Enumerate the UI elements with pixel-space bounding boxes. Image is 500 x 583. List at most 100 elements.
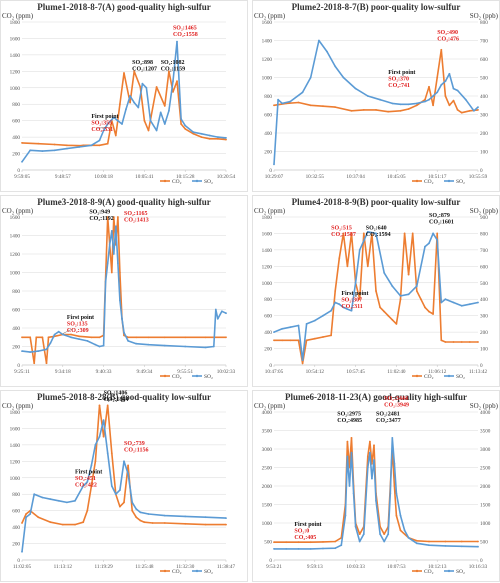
data-point-so2: [106, 123, 109, 125]
data-point-so2: [301, 359, 304, 361]
data-point-so2: [49, 341, 52, 344]
chart-title: Plume2-2018-8-7(B) poor-quality low-sulf…: [292, 2, 461, 12]
data-point-co2: [25, 513, 27, 515]
right-tick-label: 4000: [480, 410, 491, 416]
data-point-co2: [45, 362, 48, 365]
left-tick-label: 1400: [262, 39, 273, 45]
annotation-text: CO₂:1159: [161, 66, 185, 72]
x-tick-label: 11:25:48: [135, 564, 154, 570]
data-point-co2: [172, 91, 174, 93]
data-point-co2: [444, 95, 447, 97]
data-point-so2: [112, 116, 115, 119]
left-tick-label: 800: [264, 297, 272, 303]
data-point-so2: [184, 345, 187, 348]
data-point-so2: [108, 243, 111, 246]
left-tick-label: 1800: [262, 215, 273, 221]
data-point-co2: [415, 104, 418, 107]
annotation-text: CO₂:1601: [429, 220, 454, 226]
right-axis-unit: SO₂ (ppb): [470, 402, 499, 410]
annotation-text: SO₂:898: [132, 60, 153, 66]
chart-panel-6: Plume6-2018-11-23(A) good-quality high-s…: [252, 390, 500, 582]
data-point-co2: [399, 298, 402, 301]
annotation-text: First point: [75, 470, 102, 476]
data-point-so2: [334, 301, 337, 304]
annotation-text: CO₂:1558: [173, 32, 198, 38]
data-point-so2: [123, 331, 125, 334]
data-point-so2: [432, 232, 434, 235]
data-point-so2: [225, 137, 227, 139]
data-point-co2: [98, 144, 101, 147]
data-point-co2: [21, 142, 23, 144]
x-tick-label: 9:55:51: [177, 369, 193, 375]
panel-frame: [0, 0, 248, 192]
right-tick-label: 200: [480, 330, 488, 336]
data-point-co2: [33, 362, 36, 365]
data-point-co2: [37, 142, 40, 145]
data-point-co2: [297, 101, 300, 104]
data-point-so2: [358, 249, 361, 251]
data-point-so2: [285, 548, 288, 550]
data-point-co2: [393, 485, 396, 487]
right-tick-label: 600: [480, 264, 488, 270]
annotation-text: CO₂:311: [341, 304, 362, 310]
left-tick-label: 1000: [262, 281, 273, 287]
left-axis-unit: CO₂ (ppm): [254, 402, 286, 410]
data-point-co2: [192, 132, 195, 135]
data-point-co2: [432, 104, 434, 107]
left-tick-label: 1600: [10, 36, 21, 42]
data-point-co2: [322, 541, 324, 543]
annotation-pointer: [97, 126, 108, 129]
annotation-pointer: [62, 328, 73, 334]
annotation-text: SO₂:2975: [337, 412, 361, 418]
x-tick-label: 9:48:57: [55, 174, 71, 180]
data-point-co2: [301, 362, 304, 365]
data-point-so2: [297, 548, 300, 550]
data-point-so2: [204, 516, 207, 519]
left-tick-label: 1200: [10, 459, 21, 465]
data-point-co2: [375, 109, 377, 111]
data-point-co2: [204, 523, 207, 526]
data-point-so2: [407, 103, 410, 106]
right-tick-label: 100: [480, 347, 488, 353]
data-point-so2: [393, 462, 396, 465]
data-point-so2: [432, 95, 434, 97]
data-point-so2: [112, 253, 115, 255]
chart-panel-3: Plume3-2018-8-9(A) good-quality high-sul…: [0, 195, 248, 387]
right-tick-label: 500: [480, 76, 488, 82]
legend-label-co2: CO₂: [424, 374, 434, 380]
data-point-co2: [309, 104, 312, 107]
left-tick-label: 1200: [10, 69, 21, 75]
data-point-so2: [322, 314, 324, 317]
chart-svg-6: Plume6-2018-11-23(A) good-quality high-s…: [252, 390, 500, 582]
data-point-so2: [391, 102, 394, 105]
data-point-so2: [362, 533, 365, 535]
data-point-so2: [342, 306, 345, 309]
data-point-co2: [98, 404, 101, 407]
data-point-so2: [78, 338, 80, 340]
legend-label-so2: SO₂: [456, 374, 465, 380]
data-point-co2: [428, 310, 430, 313]
x-tick-label: 10:16:33: [469, 564, 488, 570]
data-point-co2: [147, 129, 150, 132]
x-tick-label: 10:03:33: [346, 564, 365, 570]
left-axis-unit: CO₂ (ppm): [2, 402, 34, 410]
data-point-co2: [366, 455, 369, 458]
data-point-co2: [395, 514, 398, 517]
data-point-so2: [168, 109, 170, 112]
data-point-so2: [78, 146, 80, 148]
data-point-co2: [163, 522, 166, 524]
legend-marker-so2: [195, 374, 199, 378]
data-point-co2: [225, 523, 227, 526]
chart-svg-3: Plume3-2018-8-9(A) good-quality high-sul…: [0, 195, 248, 387]
left-tick-label: 1600: [10, 215, 21, 221]
x-tick-label: 11:02:05: [13, 564, 32, 570]
legend-label-so2: SO₂: [456, 179, 465, 185]
data-point-co2: [415, 539, 418, 542]
data-point-co2: [78, 335, 80, 338]
right-tick-label: 100: [480, 150, 488, 156]
left-tick-label: 1800: [10, 20, 21, 26]
data-point-so2: [114, 493, 117, 496]
data-point-so2: [147, 513, 150, 515]
data-point-co2: [41, 336, 44, 339]
data-point-co2: [342, 232, 345, 235]
